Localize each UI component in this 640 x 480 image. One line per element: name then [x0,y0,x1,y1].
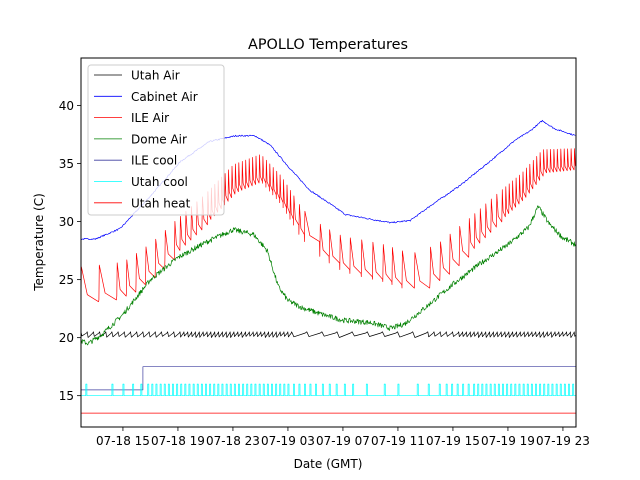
x-tick-label: 07-19 23 [536,434,590,448]
legend-label: ILE Air [131,111,169,125]
x-axis-label: Date (GMT) [294,457,363,471]
x-tick-label: 07-19 19 [481,434,535,448]
y-tick-label: 15 [59,389,74,403]
chart-title: APOLLO Temperatures [248,37,408,53]
series-dome-air [81,205,576,346]
legend-box [87,64,225,216]
x-tick-label: 07-19 07 [316,434,370,448]
y-tick-label: 25 [59,273,74,287]
y-tick-label: 35 [59,157,74,171]
axes-frame [80,57,577,428]
series-ile-air [81,148,576,303]
legend-label: Dome Air [131,132,187,146]
legend-label: Utah cool [131,175,188,189]
legend-label: Utah heat [131,196,191,210]
x-tick-label: 07-19 03 [261,434,315,448]
y-tick-label: 40 [59,99,74,113]
series-utah-cool [81,383,576,397]
x-axis: 07-18 15 07-18 19 07-18 23 07-19 03 07-19 07… [96,427,590,448]
x-tick-label: 07-18 19 [151,434,205,448]
y-axis-label: Temperature (C) [32,193,46,292]
legend-label: Utah Air [131,69,180,83]
x-tick-label: 07-19 11 [371,434,425,448]
y-tick-label: 20 [59,331,74,345]
y-tick-label: 30 [59,215,74,229]
y-axis: 15 20 25 30 35 40 [59,99,81,403]
series-utah-air [81,331,576,338]
x-tick-label: 07-18 23 [206,434,260,448]
x-tick-label: 07-19 15 [426,434,480,448]
x-tick-label: 07-18 15 [96,434,150,448]
legend-label: ILE cool [131,154,177,168]
legend-label: Cabinet Air [131,90,198,104]
legend: Utah Air Cabinet Air ILE Air Dome Air ILE co… [87,64,225,216]
